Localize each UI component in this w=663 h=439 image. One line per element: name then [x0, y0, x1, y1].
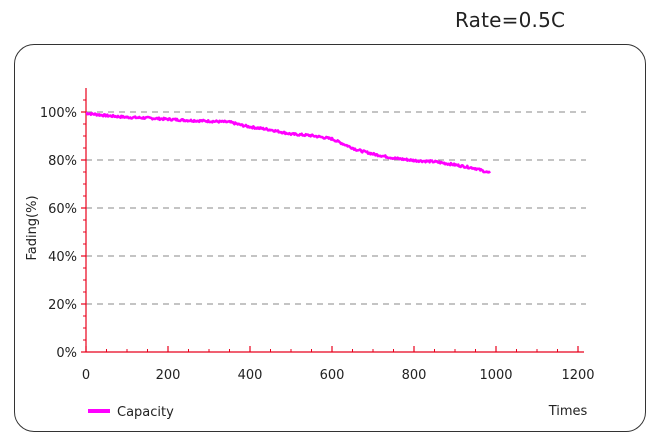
chart-panel: [14, 44, 646, 432]
x-tick-label-1000: 1000: [479, 368, 512, 383]
x-tick-label-200: 200: [156, 368, 181, 383]
x-tick-label-600: 600: [320, 368, 345, 383]
legend-swatch-capacity: [88, 409, 110, 413]
tick-labels: 0% 20% 40% 60% 80% 100% 0 200 400 600 800 1000 1200: [40, 106, 595, 383]
y-tick-label-40: 40%: [48, 250, 77, 265]
x-tick-label-800: 800: [402, 368, 427, 383]
y-tick-label-0: 0%: [56, 346, 77, 361]
x-tick-label-400: 400: [238, 368, 263, 383]
legend: Capacity: [88, 405, 174, 420]
x-axis-title: Times: [548, 404, 588, 419]
y-tick-label-100: 100%: [40, 106, 77, 121]
x-tick-label-0: 0: [82, 368, 90, 383]
y-tick-label-20: 20%: [48, 298, 77, 313]
series: [85, 111, 491, 174]
tick-marks: [81, 99, 579, 353]
legend-label-capacity: Capacity: [117, 405, 174, 420]
y-tick-label-60: 60%: [48, 202, 77, 217]
y-tick-label-80: 80%: [48, 154, 77, 169]
rate-label: Rate=0.5C: [455, 8, 566, 32]
x-tick-label-1200: 1200: [561, 368, 594, 383]
axes: [85, 88, 584, 353]
y-axis-title: Fading(%): [25, 195, 40, 260]
series-line-capacity: [85, 111, 491, 174]
